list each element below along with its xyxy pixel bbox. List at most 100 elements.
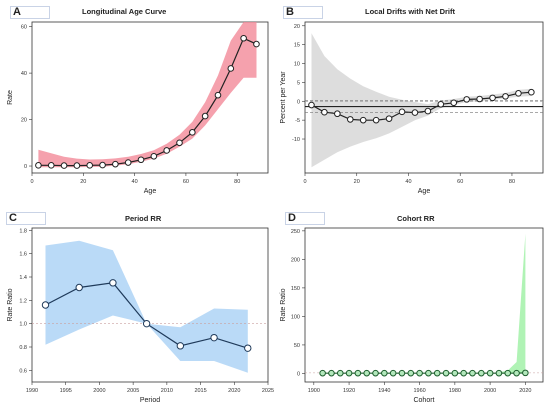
data-point	[244, 344, 252, 352]
data-point	[214, 91, 222, 99]
y-tick-label: 150	[291, 286, 300, 292]
local-drifts-chart: 0 20 40 60 80 -10 -5 0 5 10 15 20 Age Percent per Yea…	[280, 21, 544, 195]
data-point	[502, 93, 509, 100]
y-tick-label: -5	[295, 118, 300, 124]
data-point	[425, 369, 432, 377]
x-tick-label: 20	[354, 179, 360, 185]
data-point	[176, 342, 185, 350]
panel-label: C	[6, 212, 46, 225]
panel-label: A	[10, 6, 50, 19]
plot-frame	[304, 227, 544, 383]
data-point	[389, 369, 397, 377]
data-point	[433, 369, 441, 377]
data-point	[486, 369, 494, 377]
x-tick-label: 1980	[449, 388, 461, 394]
y-tick-label: 50	[294, 343, 300, 349]
data-point	[451, 369, 459, 377]
x-axis-label: Age	[418, 188, 431, 195]
data-point	[253, 40, 260, 48]
data-point	[201, 112, 209, 120]
data-point	[189, 129, 196, 136]
data-point	[359, 116, 367, 124]
y-tick-label: 20	[294, 24, 300, 30]
x-tick-label: 20	[80, 179, 86, 185]
panel-local-drifts: B Local Drifts with Net Drift 0 20 40 60 80 -…	[275, 0, 550, 210]
panel-label: B	[283, 6, 323, 19]
data-point	[124, 159, 132, 166]
panel-period-rr: C Period RR 1990 1995 2000 2005 2010 2015 2020…	[0, 210, 275, 420]
cohort-rr-chart: 1900 1920 1940 1960 1980 2000 2020 0 50 100 150 200…	[280, 227, 544, 404]
data-point	[308, 101, 315, 109]
x-axis-label: Age	[144, 188, 157, 195]
x-tick-label: 1940	[378, 388, 390, 394]
data-point	[437, 100, 445, 108]
data-point	[495, 369, 503, 377]
y-axis-label: Rate Ratio	[280, 288, 287, 321]
data-point	[354, 369, 362, 377]
y-tick-label: 60	[21, 25, 27, 31]
data-point	[385, 115, 393, 122]
data-point	[398, 369, 406, 377]
data-point	[210, 333, 218, 342]
data-point	[407, 369, 415, 377]
y-axis-label: Percent per Year	[280, 71, 287, 124]
x-tick-label: 60	[457, 179, 463, 185]
x-tick-label: 80	[509, 179, 515, 185]
data-point	[109, 279, 117, 287]
data-point	[336, 369, 344, 377]
x-axis-label: Period	[140, 397, 160, 404]
y-tick-label: 1.0	[19, 322, 27, 328]
data-point	[528, 88, 535, 96]
x-tick-label: 1995	[60, 388, 72, 394]
y-tick-label: -10	[292, 137, 300, 143]
data-point	[60, 162, 68, 169]
data-point	[321, 108, 328, 116]
data-point	[504, 369, 512, 377]
data-point	[150, 152, 158, 160]
y-tick-label: 100	[291, 314, 300, 320]
y-tick-label: 1.6	[19, 252, 27, 258]
x-tick-label: 2000	[93, 388, 105, 394]
period-rr-chart: 1990 1995 2000 2005 2010 2015 2020 2025 0.6 0.8 1.…	[7, 227, 274, 404]
data-point	[477, 369, 485, 377]
x-tick-label: 2000	[484, 388, 496, 394]
y-axis-label: Rate	[7, 90, 14, 105]
panel-age-curve: A Longitudinal Age Curve 0 20 40 60 80 0 20 40 6…	[0, 0, 275, 210]
x-axis-label: Cohort	[413, 397, 434, 404]
confidence-band	[38, 22, 257, 168]
y-tick-label: 1.8	[19, 228, 27, 234]
data-point	[112, 160, 119, 168]
data-point	[227, 65, 235, 72]
x-tick-label: 60	[183, 179, 189, 185]
x-tick-label: 80	[234, 179, 240, 185]
data-point	[489, 94, 496, 102]
x-tick-label: 1990	[26, 388, 38, 394]
chart-title: Longitudinal Age Curve	[82, 7, 167, 16]
x-tick-label: 1900	[308, 388, 320, 394]
y-tick-label: 15	[294, 43, 300, 49]
age-curve-chart: 0 20 40 60 80 0 20 40 60 Age Rate	[7, 21, 269, 195]
data-point	[240, 34, 247, 42]
data-point	[345, 369, 353, 377]
y-tick-label: 0	[297, 371, 300, 377]
data-point	[73, 162, 81, 169]
data-point	[35, 162, 42, 169]
x-tick-label: 2015	[194, 388, 206, 394]
data-point	[416, 369, 423, 377]
y-tick-label: 0.6	[19, 368, 27, 374]
data-point	[381, 369, 388, 377]
x-tick-label: 0	[303, 179, 306, 185]
data-point	[372, 369, 379, 377]
x-tick-label: 40	[405, 179, 411, 185]
x-tick-label: 0	[30, 179, 33, 185]
data-point	[41, 301, 50, 309]
data-point	[469, 369, 476, 377]
data-point	[463, 96, 470, 103]
data-point	[372, 116, 380, 124]
panel-label: D	[285, 212, 325, 225]
data-point	[142, 319, 151, 328]
data-point	[99, 161, 106, 169]
x-tick-label: 2010	[161, 388, 173, 394]
data-point	[424, 107, 432, 115]
y-tick-label: 200	[291, 257, 300, 263]
